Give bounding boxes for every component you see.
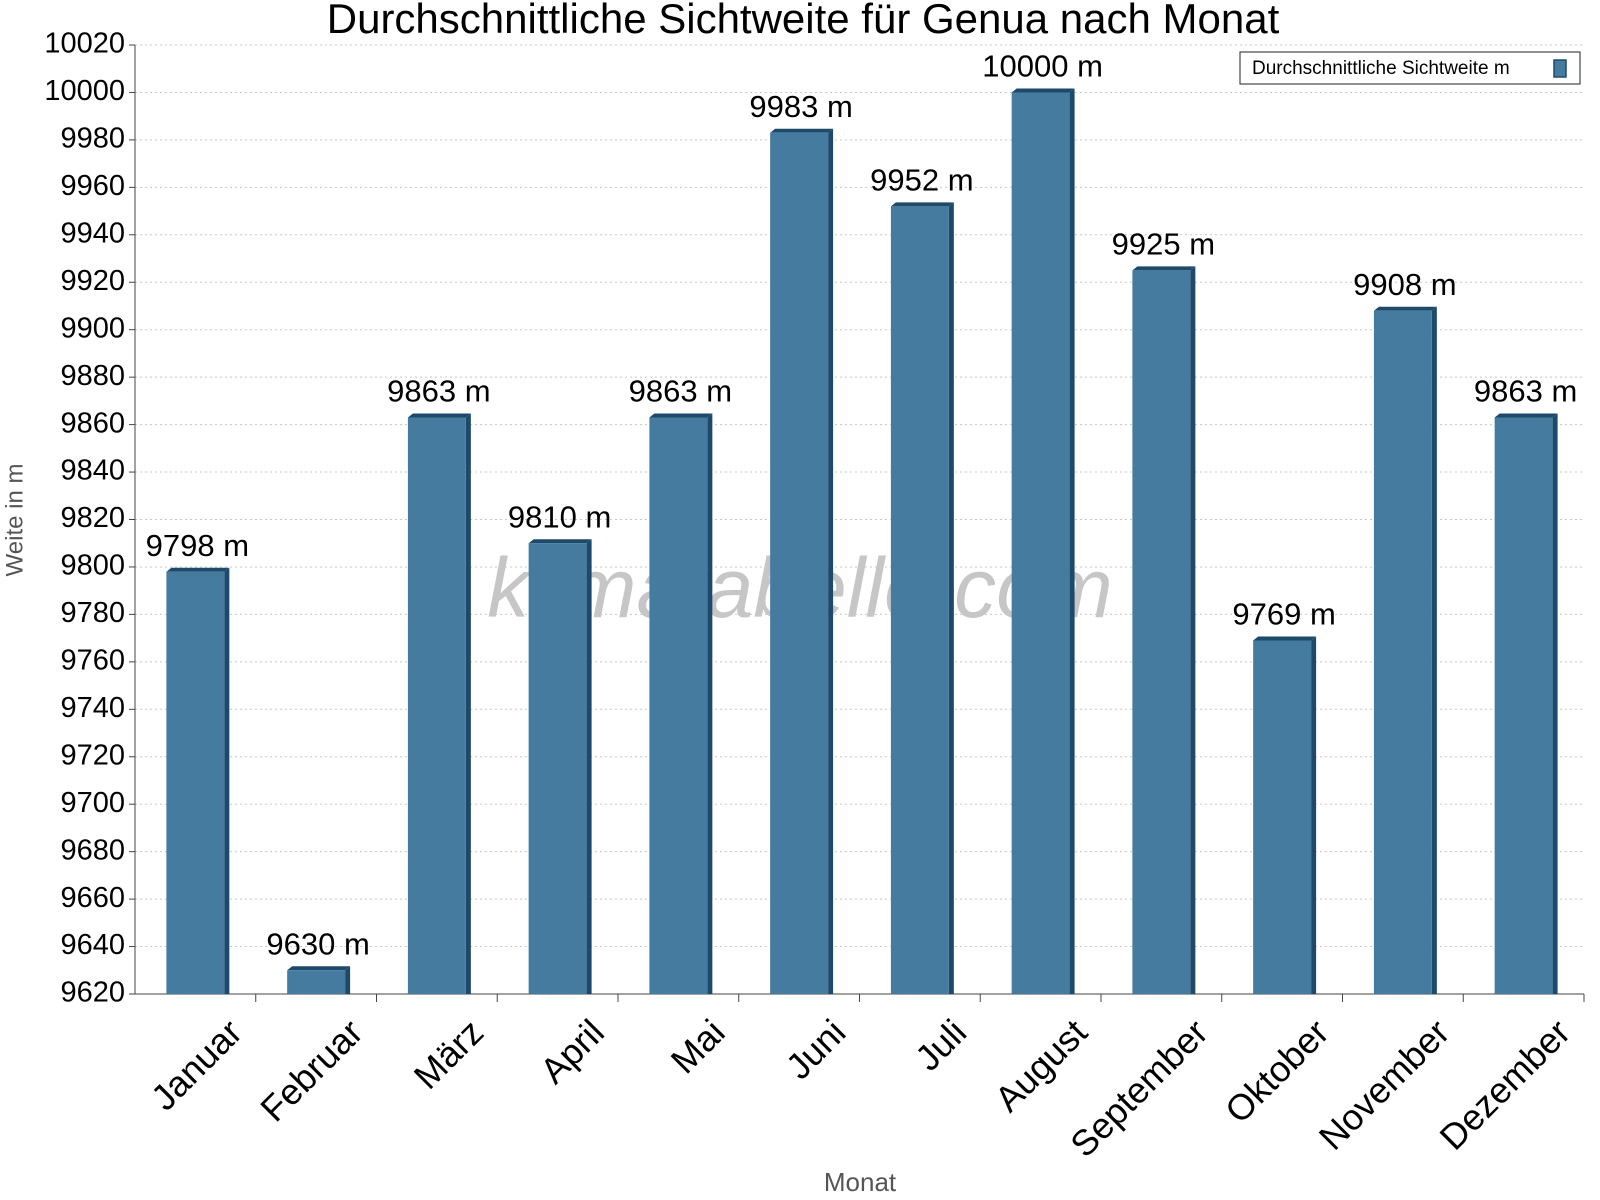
x-tick-label: Juli	[907, 1011, 974, 1078]
legend-box	[1239, 51, 1581, 85]
bar-top	[770, 128, 834, 133]
bar-side	[948, 202, 954, 994]
bar-top	[1011, 88, 1075, 93]
value-label: 9798 m	[146, 528, 249, 563]
y-tick-label: 9980	[60, 123, 125, 155]
value-label: 9863 m	[387, 374, 490, 409]
bar-top	[1253, 636, 1317, 641]
y-tick-label: 10020	[44, 28, 125, 60]
bar-side	[1190, 266, 1196, 994]
y-tick-label: 9820	[60, 502, 125, 534]
bar-top	[287, 966, 351, 971]
x-tick-label: August	[987, 1011, 1095, 1119]
value-label: 9952 m	[870, 163, 973, 198]
y-tick-label: 9720	[60, 739, 125, 771]
bar-side	[1069, 88, 1075, 994]
y-tick-label: 9760	[60, 645, 125, 677]
x-tick-label: Mai	[663, 1011, 733, 1081]
bar-side	[1552, 413, 1558, 994]
y-tick-label: 9860	[60, 407, 125, 439]
legend-label: Durchschnittliche Sichtweite m	[1252, 58, 1510, 79]
x-tick-label: Dezember	[1432, 1011, 1578, 1157]
y-tick-label: 10000	[44, 75, 125, 107]
value-label: 9863 m	[629, 374, 732, 409]
bar-top	[166, 567, 230, 572]
bar	[1132, 270, 1191, 994]
value-label: 10000 m	[982, 49, 1103, 84]
bar	[1253, 640, 1312, 994]
bar-top	[1132, 266, 1196, 271]
x-tick-label: Juni	[778, 1011, 854, 1087]
bar-side	[345, 966, 351, 994]
value-label: 9983 m	[749, 89, 852, 124]
legend-swatch	[1553, 59, 1567, 78]
bar-top	[890, 202, 954, 207]
bar-side	[707, 413, 713, 994]
bar	[770, 132, 829, 995]
value-label: 9810 m	[508, 499, 611, 534]
y-tick-label: 9620	[60, 977, 125, 1009]
y-tick-label: 9800	[60, 550, 125, 582]
y-tick-label: 9920	[60, 265, 125, 297]
y-tick-label: 9880	[60, 360, 125, 392]
y-tick-label: 9940	[60, 217, 125, 249]
bar-top	[528, 539, 592, 544]
x-tick-label: März	[406, 1011, 492, 1097]
x-axis-label: Monat	[824, 1167, 897, 1197]
y-tick-label: 9780	[60, 597, 125, 629]
value-label: 9863 m	[1474, 374, 1577, 409]
y-tick-label: 9700	[60, 787, 125, 819]
x-tick-label: November	[1311, 1011, 1457, 1157]
bar	[166, 571, 225, 994]
y-tick-label: 9680	[60, 834, 125, 866]
bar-top	[1494, 413, 1558, 418]
y-tick-label: 9900	[60, 312, 125, 344]
bar-side	[465, 413, 471, 994]
bar	[1011, 92, 1070, 994]
bar-side	[224, 567, 230, 994]
bar-side	[586, 539, 592, 994]
y-tick-label: 9740	[60, 692, 125, 724]
bar	[649, 417, 708, 994]
bar-side	[1431, 306, 1437, 995]
bar	[528, 543, 587, 994]
y-axis-label: Weite in m	[1, 464, 28, 577]
value-label: 9908 m	[1353, 267, 1456, 302]
bar	[1494, 417, 1553, 994]
bar-top	[1373, 306, 1437, 311]
x-tick-label: Oktober	[1217, 1011, 1337, 1131]
x-tick-label: Februar	[252, 1011, 370, 1129]
y-tick-label: 9960	[60, 170, 125, 202]
bar	[407, 417, 466, 994]
bar-side	[828, 128, 834, 995]
chart-title: Durchschnittliche Sichtweite für Genua n…	[327, 0, 1280, 42]
bar	[287, 970, 346, 994]
value-label: 9925 m	[1112, 227, 1215, 262]
bar-top	[407, 413, 471, 418]
bar	[1373, 310, 1432, 995]
bar-top	[649, 413, 713, 418]
y-tick-label: 9640	[60, 929, 125, 961]
value-label: 9630 m	[266, 926, 369, 961]
value-label: 9769 m	[1232, 597, 1335, 632]
y-tick-label: 9660	[60, 882, 125, 914]
x-tick-label: April	[532, 1011, 612, 1091]
bar	[890, 206, 949, 994]
bar-side	[1311, 636, 1317, 994]
x-tick-label: Januar	[143, 1011, 250, 1118]
y-tick-label: 9840	[60, 455, 125, 487]
